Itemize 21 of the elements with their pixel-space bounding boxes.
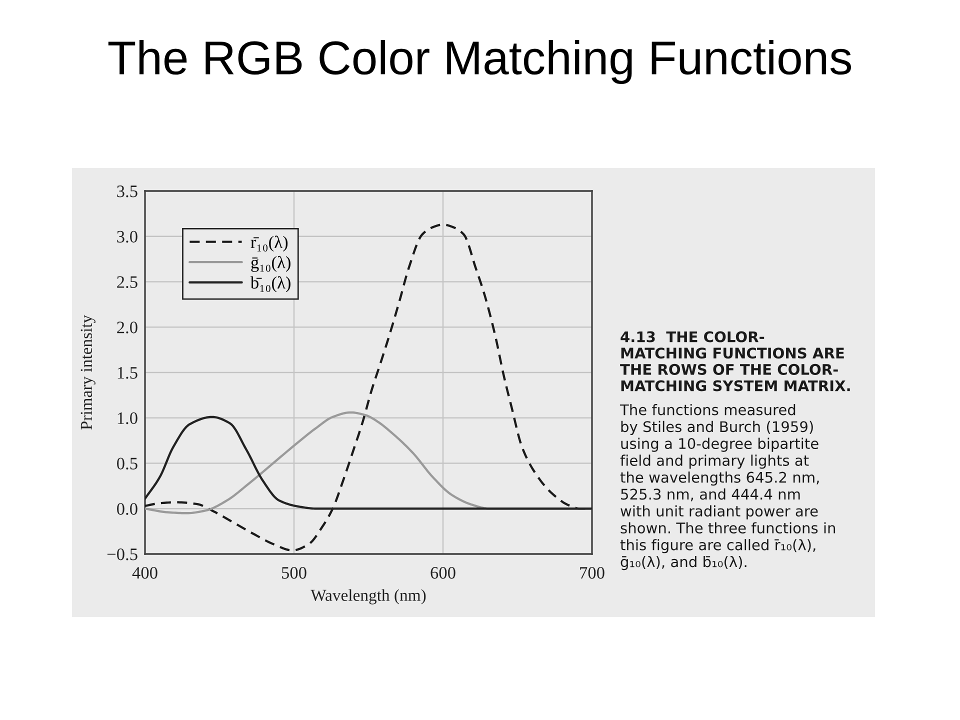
legend-label: b̄₁₀(λ)	[250, 276, 290, 292]
x-tick-label: 500	[282, 567, 306, 579]
x-axis-title: Wavelength (nm)	[310, 589, 426, 604]
y-axis-title: Primary intensity	[80, 314, 96, 430]
x-tick-label: 600	[430, 567, 456, 579]
y-tick-label: 1.0	[118, 412, 138, 424]
legend-label: r̄₁₀(λ)	[250, 236, 288, 252]
text: 4.13 THE COLOR- MATCHING FUNCTIONS ARE THE ROWS OF THE COLOR- MATCHING SYSTEM MATRIX.	[620, 331, 850, 392]
text: The functions measured by Stiles and Burch (1959) using a 10-degree bipartite field and primary lights at the wavelengths 645.2 nm, 525.3 nm, and 444.4 nm with unit radiant power are shown. The three functions in this figure are called r̄₁₀(λ), ḡ₁₀(λ), and b̄₁₀(λ).	[620, 404, 836, 570]
y-tick-label: −0.5	[107, 548, 138, 560]
y-tick-label: 2.0	[117, 322, 138, 334]
y-tick-label: 3.0	[117, 230, 138, 243]
y-tick-label: 0.0	[117, 503, 138, 515]
y-tick-label: 0.5	[117, 458, 138, 470]
legend-label: ḡ₁₀(λ)	[251, 256, 290, 272]
chart-title: The RGB Color Matching Functions	[108, 40, 851, 84]
x-tick-label: 400	[132, 567, 158, 579]
x-tick-label: 700	[580, 567, 604, 579]
y-tick-label: 3.5	[117, 186, 138, 198]
y-tick-label: 1.5	[118, 367, 138, 379]
y-tick-label: 2.5	[117, 276, 138, 288]
